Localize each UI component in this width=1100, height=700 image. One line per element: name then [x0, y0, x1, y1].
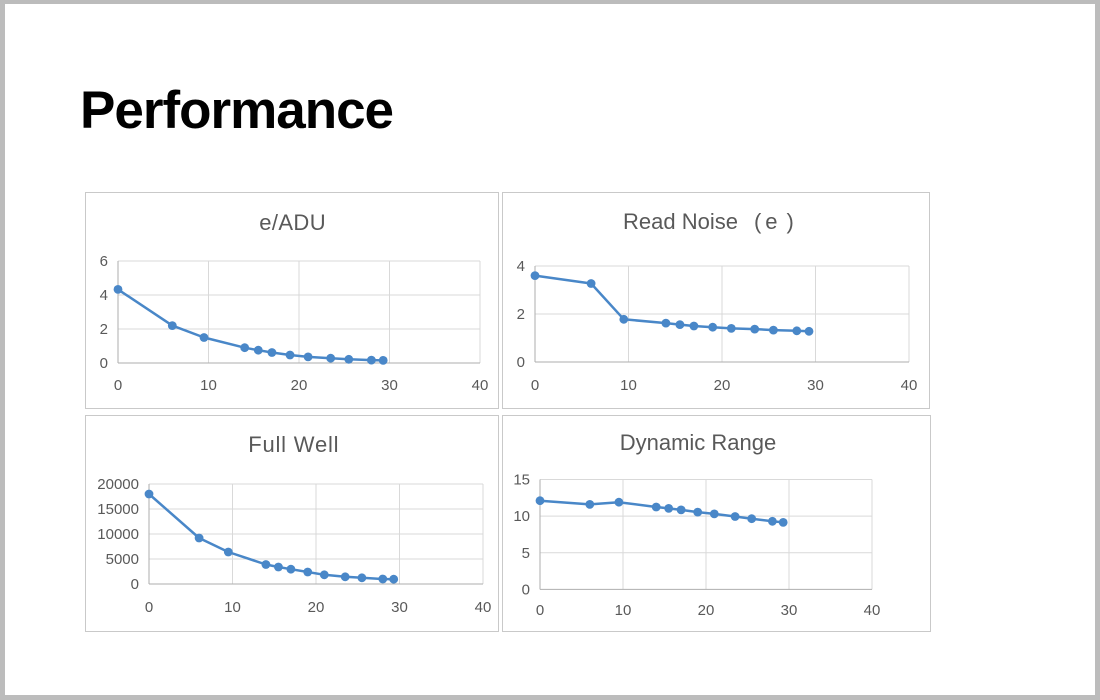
svg-text:2: 2 — [100, 321, 108, 338]
svg-text:15: 15 — [513, 472, 530, 489]
svg-text:Read Noise (e): Read Noise (e) — [623, 209, 794, 234]
svg-text:30: 30 — [391, 599, 408, 616]
svg-text:40: 40 — [475, 599, 492, 616]
svg-text:4: 4 — [517, 258, 525, 275]
svg-text:0: 0 — [536, 602, 544, 619]
svg-text:0: 0 — [114, 377, 122, 394]
svg-text:6: 6 — [100, 253, 108, 270]
svg-text:20: 20 — [291, 377, 308, 394]
svg-text:10: 10 — [513, 508, 530, 525]
svg-text:40: 40 — [472, 377, 489, 394]
svg-text:40: 40 — [864, 602, 881, 619]
svg-text:5000: 5000 — [106, 551, 139, 568]
svg-text:e/ADU: e/ADU — [259, 210, 326, 235]
svg-text:10: 10 — [615, 602, 632, 619]
svg-text:10: 10 — [620, 377, 637, 394]
svg-text:30: 30 — [781, 602, 798, 619]
svg-text:40: 40 — [901, 377, 918, 394]
svg-text:0: 0 — [131, 576, 139, 593]
svg-text:10000: 10000 — [97, 526, 139, 543]
svg-text:20: 20 — [308, 599, 325, 616]
svg-text:10: 10 — [200, 377, 217, 394]
svg-text:0: 0 — [100, 355, 108, 372]
svg-text:15000: 15000 — [97, 501, 139, 518]
svg-text:Dynamic Range: Dynamic Range — [620, 430, 777, 455]
svg-text:20: 20 — [714, 377, 731, 394]
svg-text:30: 30 — [381, 377, 398, 394]
svg-text:5: 5 — [522, 545, 530, 562]
svg-text:30: 30 — [807, 377, 824, 394]
svg-text:4: 4 — [100, 287, 108, 304]
svg-text:Full Well: Full Well — [248, 432, 339, 457]
svg-text:20000: 20000 — [97, 476, 139, 493]
svg-text:20: 20 — [698, 602, 715, 619]
svg-text:2: 2 — [517, 306, 525, 323]
svg-text:0: 0 — [517, 354, 525, 371]
svg-text:10: 10 — [224, 599, 241, 616]
svg-text:0: 0 — [145, 599, 153, 616]
svg-text:0: 0 — [522, 581, 530, 598]
svg-text:0: 0 — [531, 377, 539, 394]
